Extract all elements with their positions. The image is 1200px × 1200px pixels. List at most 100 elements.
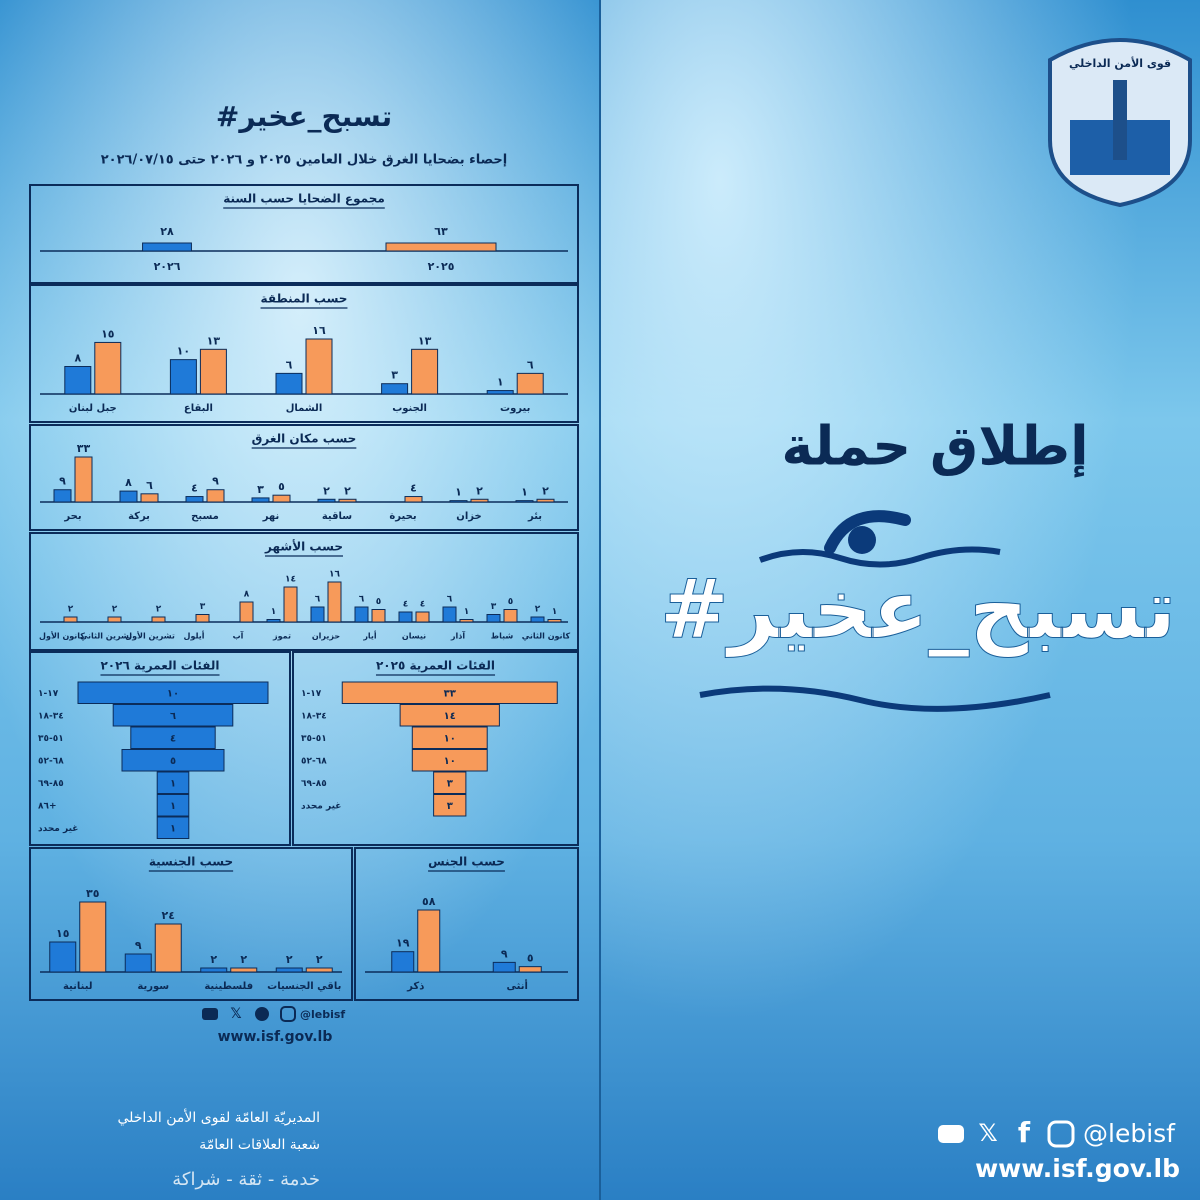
- bar: [124, 953, 152, 973]
- funnel-bar: [112, 704, 234, 727]
- category-label: بيروت: [500, 403, 530, 414]
- value-label: ٩: [59, 475, 66, 488]
- value-label: ٢: [344, 484, 351, 497]
- chart-panel: [29, 184, 579, 284]
- handle[interactable]: @lebisf: [300, 1008, 345, 1021]
- category-label: ٣٤-١٨: [301, 711, 327, 721]
- value-label: ٦٣: [434, 225, 448, 238]
- value-label: ١: [455, 486, 462, 499]
- value-label: ٥: [376, 597, 382, 607]
- value-label: ٦: [447, 595, 453, 605]
- bar: [154, 923, 182, 973]
- value-label: ١٣: [207, 334, 221, 347]
- funnel-bar: [130, 726, 216, 749]
- bar: [492, 961, 516, 973]
- instagram-icon[interactable]: [1047, 1120, 1075, 1148]
- value-label: ٦: [359, 595, 365, 605]
- category-label: ٦٨-٥٢: [301, 756, 327, 766]
- value-label: ٣: [257, 483, 264, 496]
- category-label: آذار: [450, 631, 465, 641]
- bar: [151, 616, 166, 623]
- bar: [404, 496, 423, 503]
- value-label: ٢: [535, 605, 541, 615]
- bar: [518, 966, 542, 973]
- category-label: ٨٦+: [38, 801, 57, 811]
- chart-panel: [29, 651, 291, 846]
- chart-panel: [29, 424, 579, 531]
- chart-title: مجموع الضحايا حسب السنة: [223, 192, 385, 207]
- value-label: ٣٥: [86, 887, 100, 900]
- value-label: ٦: [146, 479, 153, 492]
- category-label: أيار: [362, 631, 377, 641]
- bar: [305, 338, 333, 395]
- category-label: البقاع: [184, 403, 213, 414]
- bar: [516, 372, 544, 395]
- funnel-bar: [156, 794, 190, 817]
- bar: [79, 901, 107, 973]
- swimmer-icon: [699, 510, 1051, 712]
- value-label: ٣٣: [77, 442, 91, 455]
- category-label: الشمال: [286, 403, 323, 414]
- campaign-social-icons: 𝕏 f: [938, 1116, 1075, 1149]
- bar: [199, 348, 227, 395]
- campaign-handle[interactable]: @lebisf: [1083, 1119, 1176, 1148]
- value-label: ٢: [112, 605, 118, 615]
- wave: [758, 546, 1001, 568]
- x-icon[interactable]: 𝕏: [230, 1006, 241, 1022]
- bar: [206, 489, 225, 503]
- category-label: غير محدد: [301, 801, 341, 811]
- value-label: ١: [170, 778, 176, 789]
- funnel-bar: [121, 749, 225, 772]
- value-label: ٨: [244, 590, 250, 600]
- website[interactable]: www.isf.gov.lb: [218, 1029, 333, 1045]
- x-icon[interactable]: 𝕏: [978, 1119, 997, 1147]
- category-label: سورية: [137, 981, 169, 992]
- chart-title: حسب الجنس: [428, 855, 505, 869]
- value-label: ١٠: [167, 688, 179, 699]
- footer-motto: خدمة - ثقة - شراكة: [172, 1169, 320, 1190]
- category-label: ساقية: [322, 511, 352, 522]
- social-icons: 𝕏: [202, 1006, 296, 1022]
- category-label: خزان: [456, 511, 481, 522]
- bar: [53, 489, 72, 503]
- value-label: ٢: [476, 484, 483, 497]
- bar: [142, 242, 192, 252]
- bar: [338, 498, 357, 503]
- bar: [327, 581, 342, 623]
- funnel-bar: [77, 681, 269, 704]
- youtube-icon[interactable]: [202, 1008, 218, 1020]
- bar: [381, 383, 409, 395]
- logo-text: قوى الأمن الداخلي: [1069, 56, 1171, 70]
- bar: [415, 611, 430, 623]
- bar: [530, 616, 545, 623]
- bar: [230, 967, 258, 973]
- funnel-bar: [399, 704, 500, 727]
- value-label: ١: [271, 607, 277, 617]
- value-label: ٢: [316, 953, 323, 966]
- value-label: ٢٤: [162, 909, 175, 922]
- category-label: ٣٤-١٨: [38, 711, 64, 721]
- instagram-icon[interactable]: [280, 1006, 296, 1022]
- category-label: ٨٥-٦٩: [301, 779, 327, 789]
- value-label: ١: [170, 823, 176, 834]
- facebook-icon[interactable]: f: [1018, 1116, 1031, 1149]
- bar: [239, 601, 254, 623]
- value-label: ٤: [420, 600, 426, 610]
- category-label: آب: [233, 631, 244, 641]
- bar: [195, 614, 210, 623]
- bar: [119, 490, 138, 503]
- value-label: ١٣: [418, 334, 432, 347]
- category-label: كانون الثاني: [522, 632, 571, 641]
- value-label: ٢: [286, 953, 293, 966]
- bar: [385, 242, 497, 252]
- category-label: أيلول: [184, 631, 205, 641]
- facebook-icon[interactable]: [255, 1007, 269, 1021]
- bar: [266, 619, 281, 623]
- campaign-website[interactable]: www.isf.gov.lb: [975, 1154, 1180, 1183]
- category-label: تشرين الأول: [125, 631, 175, 641]
- bar: [200, 967, 228, 973]
- value-label: ١: [552, 607, 558, 617]
- youtube-icon[interactable]: [938, 1125, 964, 1143]
